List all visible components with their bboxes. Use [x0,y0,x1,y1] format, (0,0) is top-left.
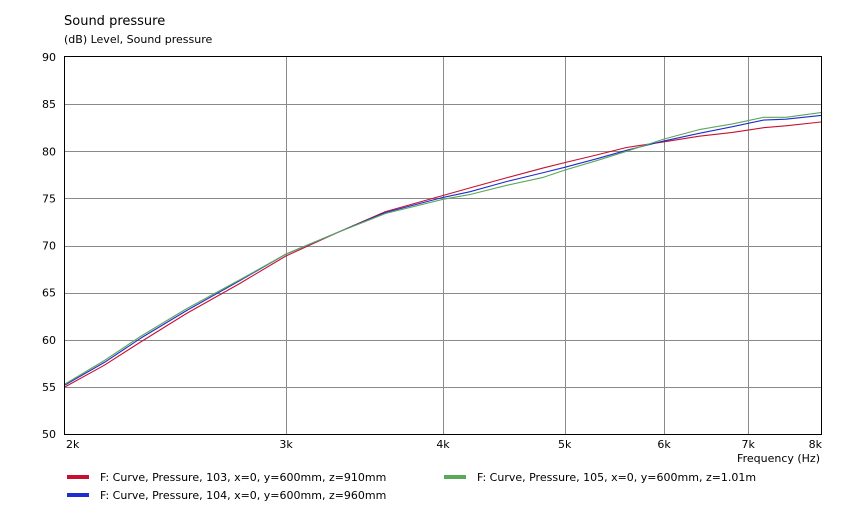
x-tick-label: 6k [657,438,671,451]
x-tick-labels: 2k 3k 4k 5k 6k 7k 8k [66,438,823,451]
series-lines [64,112,822,388]
y-tick-label: 65 [42,287,56,300]
legend-swatch-2 [67,493,89,497]
y-tick-label: 55 [42,381,56,394]
series-line-3 [64,112,822,385]
legend-label-2: F: Curve, Pressure, 104, x=0, y=600mm, z… [100,489,386,502]
y-tick-label: 90 [42,51,56,64]
x-tick-label: 7k [741,438,755,451]
legend-label-1: F: Curve, Pressure, 103, x=0, y=600mm, z… [100,471,386,484]
x-tick-label: 8k [809,438,823,451]
y-tick-labels: 50 55 60 65 70 75 80 85 90 [42,51,56,441]
y-tick-label: 70 [42,240,56,253]
plot-frame [64,56,822,435]
y-tick-label: 60 [42,334,56,347]
y-tick-label: 80 [42,145,56,158]
x-tick-label: 5k [558,438,572,451]
chart-title: Sound pressure [64,14,165,29]
series-line-2 [64,114,822,386]
x-axis-label: Frequency (Hz) [737,452,820,465]
legend-swatch-1 [67,475,89,479]
series-line-1 [64,121,822,388]
y-tick-label: 50 [42,428,56,441]
chart-subtitle: (dB) Level, Sound pressure [64,33,213,46]
y-tick-label: 75 [42,192,56,205]
y-tick-label: 85 [42,98,56,111]
x-tick-label: 3k [279,438,293,451]
legend-swatch-3 [444,475,466,479]
grid [65,57,821,434]
x-tick-label: 4k [436,438,450,451]
x-tick-label: 2k [66,438,80,451]
legend-label-3: F: Curve, Pressure, 105, x=0, y=600mm, z… [477,471,756,484]
legend: F: Curve, Pressure, 103, x=0, y=600mm, z… [67,471,756,502]
